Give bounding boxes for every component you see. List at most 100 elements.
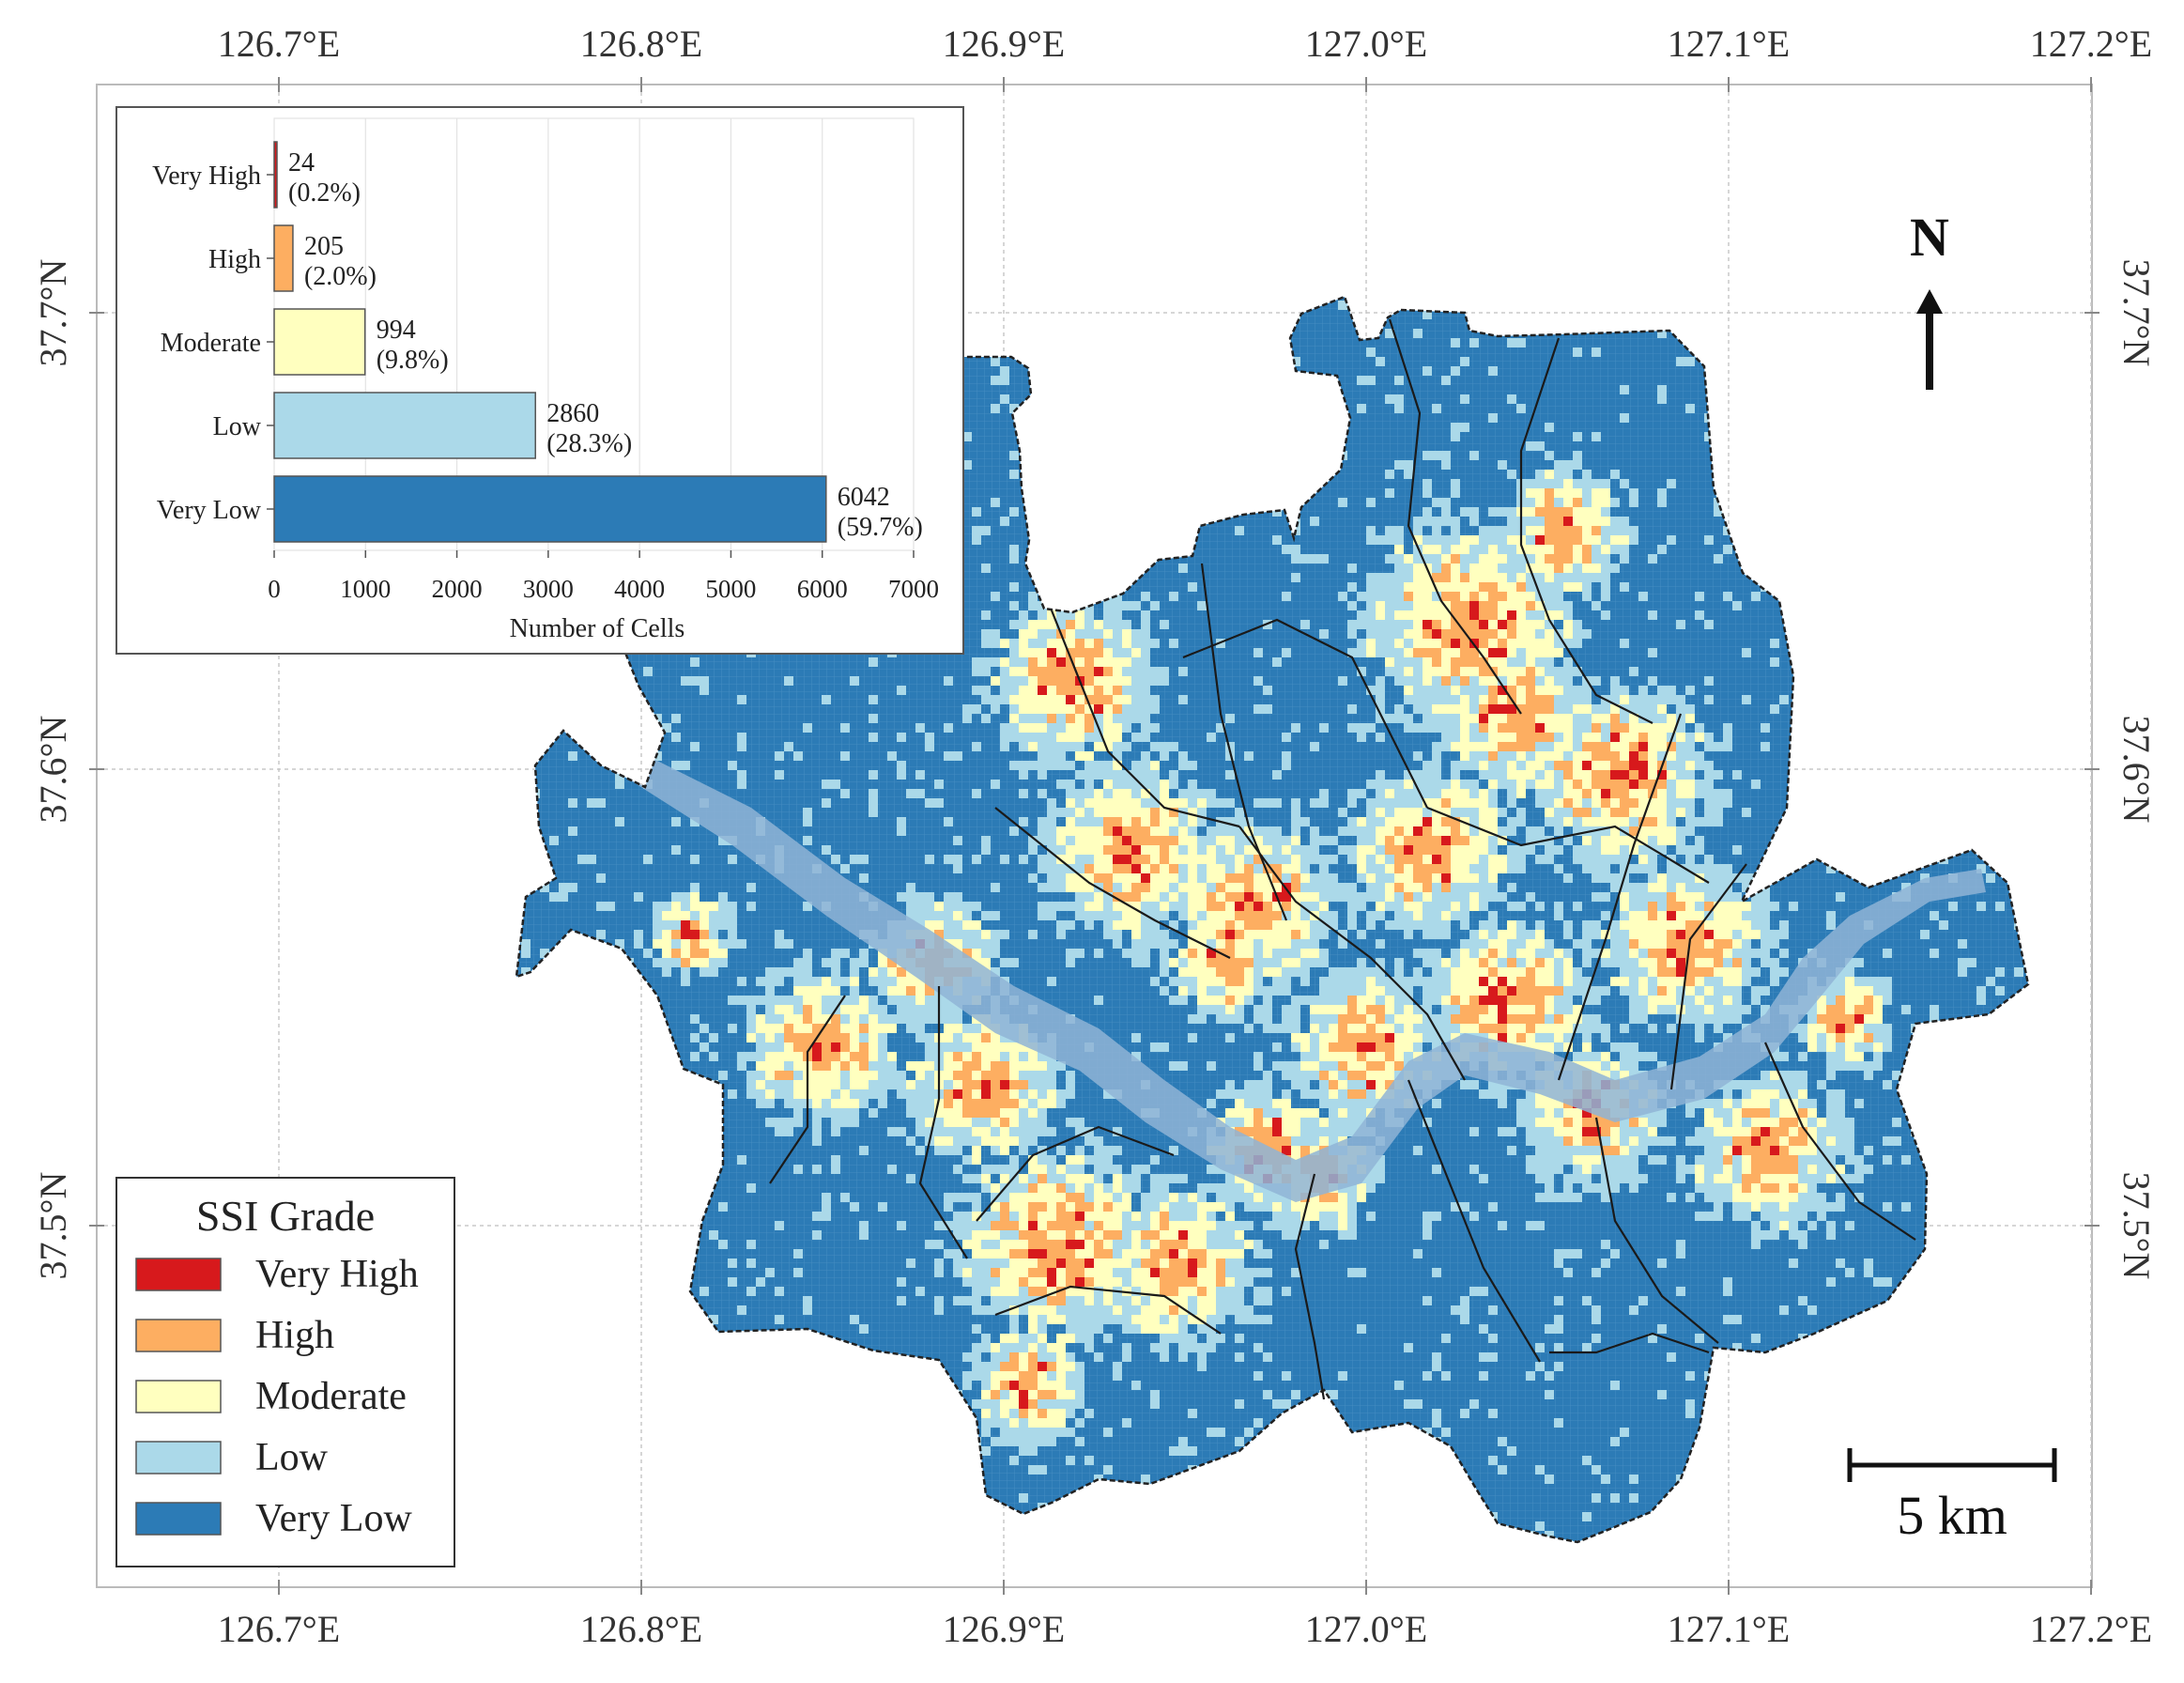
ssi-cell — [1432, 695, 1441, 704]
ssi-cell — [1122, 817, 1131, 826]
ssi-cell — [1685, 883, 1695, 892]
ssi-cell — [1047, 714, 1056, 723]
ssi-cell — [1610, 526, 1620, 535]
ssi-cell — [1685, 949, 1695, 958]
ssi-cell — [1423, 789, 1432, 798]
ssi-cell — [1141, 958, 1150, 967]
ssi-cell — [1338, 1127, 1347, 1136]
ssi-cell — [1976, 1042, 1986, 1052]
ssi-cell — [1329, 967, 1338, 977]
ssi-cell — [1742, 1127, 1751, 1136]
ssi-cell — [737, 742, 746, 751]
ssi-cell — [1310, 1108, 1319, 1118]
ssi-cell — [1620, 479, 1629, 488]
ssi-cell — [549, 1014, 559, 1024]
ssi-cell — [1376, 986, 1385, 996]
ssi-cell — [577, 855, 587, 864]
ssi-cell — [1084, 704, 1094, 714]
ssi-cell — [1019, 1042, 1028, 1052]
ssi-cell — [1366, 498, 1376, 507]
ssi-cell — [1441, 657, 1451, 667]
ssi-cell — [1667, 920, 1676, 930]
ssi-cell — [1751, 930, 1761, 939]
ssi-cell — [1648, 1118, 1657, 1127]
ssi-cell — [1357, 639, 1366, 648]
ssi-cell — [1526, 780, 1535, 789]
ssi-cell — [1385, 488, 1394, 498]
ssi-cell — [521, 1080, 531, 1089]
ssi-cell — [1197, 798, 1207, 808]
ssi-cell — [831, 1099, 840, 1108]
ssi-cell — [991, 676, 1000, 686]
ssi-cell — [1573, 573, 1582, 582]
ssi-cell — [1648, 704, 1657, 714]
ssi-cell — [2005, 413, 2014, 423]
ssi-cell — [1488, 845, 1498, 855]
ssi-cell — [1009, 704, 1019, 714]
ssi-cell — [1244, 958, 1253, 967]
ssi-cell — [1648, 920, 1657, 930]
ssi-cell — [1113, 639, 1122, 648]
ssi-cell — [1723, 986, 1732, 996]
ssi-cell — [1976, 902, 1986, 911]
ssi-cell — [718, 911, 728, 920]
ssi-cell — [1385, 977, 1394, 986]
ssi-cell — [700, 902, 709, 911]
ssi-cell — [1056, 826, 1066, 836]
ssi-cell — [1545, 1108, 1554, 1118]
ssi-cell — [643, 855, 653, 864]
ssi-cell — [1704, 873, 1714, 883]
ssi-cell — [700, 1024, 709, 1033]
ssi-cell — [1676, 958, 1685, 967]
ssi-cell — [1394, 394, 1404, 404]
ssi-cell — [1545, 855, 1554, 864]
ssi-cell — [1460, 1024, 1469, 1033]
ssi-cell — [1207, 958, 1216, 967]
ssi-cell — [972, 1052, 981, 1061]
ssi-cell — [1554, 911, 1563, 920]
ssi-cell — [1141, 357, 1150, 366]
ssi-cell — [1545, 657, 1554, 667]
ssi-cell — [784, 1118, 793, 1127]
ssi-cell — [1038, 610, 1047, 620]
ssi-cell — [1056, 676, 1066, 686]
ssi-cell — [962, 1033, 972, 1042]
ssi-cell — [1488, 864, 1498, 873]
ssi-cell — [1516, 648, 1526, 657]
ssi-cell — [1366, 1042, 1376, 1052]
ssi-cell — [568, 798, 577, 808]
ssi-cell — [1207, 996, 1216, 1005]
ssi-cell — [1742, 977, 1751, 986]
ssi-cell — [1066, 695, 1075, 704]
ssi-cell — [831, 967, 840, 977]
ssi-cell — [1310, 883, 1319, 892]
ssi-cell — [1075, 667, 1084, 676]
ssi-cell — [756, 996, 765, 1005]
ssi-cell — [1141, 883, 1150, 892]
ssi-cell — [606, 1099, 615, 1108]
ssi-cell — [869, 1108, 878, 1118]
ssi-cell — [1479, 902, 1488, 911]
ssi-cell — [1047, 798, 1056, 808]
ssi-cell — [1488, 780, 1498, 789]
ssi-cell — [1244, 751, 1253, 761]
ssi-cell — [991, 967, 1000, 977]
ssi-cell — [681, 930, 690, 939]
ssi-cell — [1516, 723, 1526, 733]
ssi-cell — [671, 902, 681, 911]
ssi-cell — [1488, 676, 1498, 686]
ssi-cell — [1638, 986, 1648, 996]
ssi-cell — [728, 1024, 737, 1033]
ssi-cell — [1141, 592, 1150, 601]
ssi-cell — [1601, 845, 1610, 855]
ssi-cell — [1160, 667, 1169, 676]
ssi-cell — [1648, 770, 1657, 780]
ssi-cell — [1751, 385, 1761, 394]
ssi-cell — [1376, 873, 1385, 883]
ssi-cell — [1976, 808, 1986, 817]
ssi-cell — [1488, 1014, 1498, 1024]
ssi-cell — [653, 911, 662, 920]
ssi-cell — [1376, 1052, 1385, 1061]
ssi-cell — [1056, 639, 1066, 648]
ssi-cell — [2023, 451, 2028, 460]
